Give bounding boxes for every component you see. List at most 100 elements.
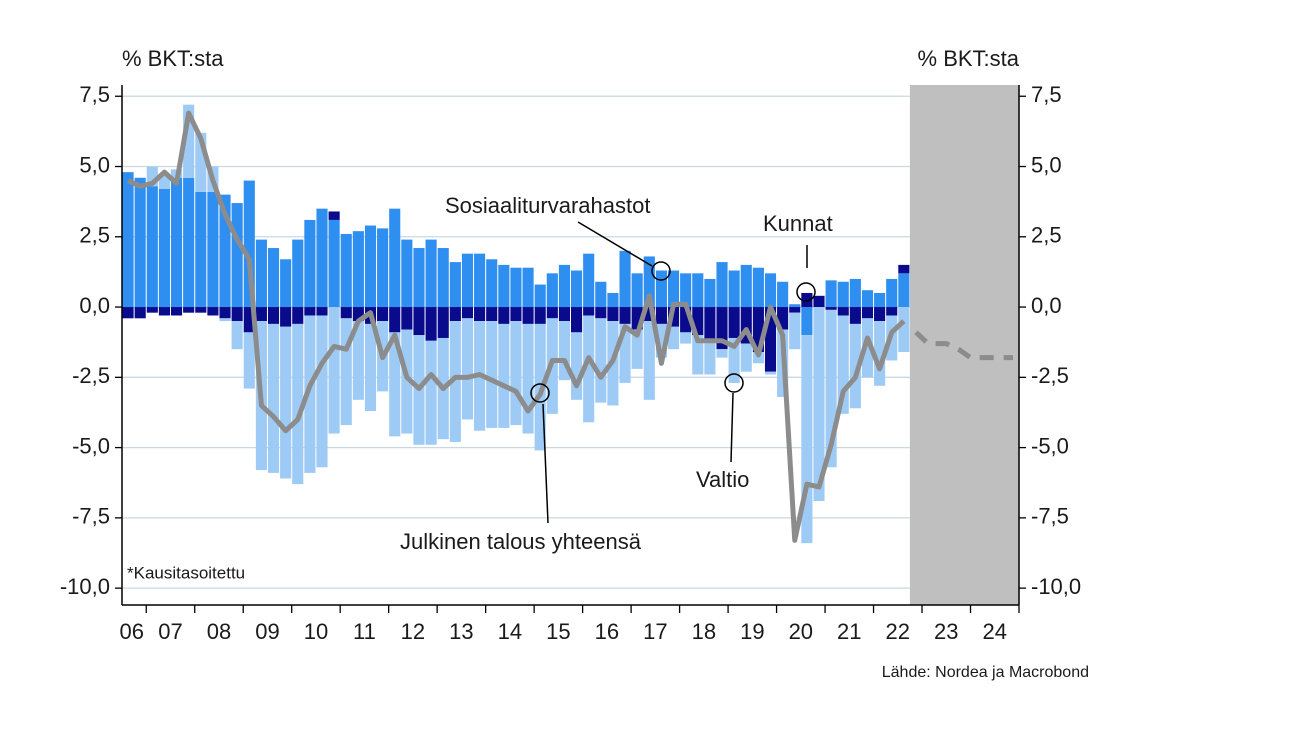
bar	[789, 307, 801, 313]
marker-circle	[651, 261, 671, 281]
bar	[595, 281, 607, 308]
bar	[874, 307, 886, 322]
bar	[643, 307, 655, 322]
bar	[546, 307, 558, 319]
bar	[752, 307, 764, 353]
x-tick-label: 13	[449, 619, 473, 644]
bar	[340, 318, 352, 426]
bar	[704, 307, 716, 341]
bar	[292, 239, 304, 308]
bar	[825, 309, 837, 468]
bar	[789, 312, 801, 350]
bar	[522, 323, 534, 434]
y-tick-label: 5,0	[79, 152, 110, 177]
bar	[340, 307, 352, 319]
bar	[134, 307, 146, 319]
bar	[837, 281, 849, 308]
x-tick-label: 19	[740, 619, 764, 644]
bar	[777, 307, 789, 330]
bar	[837, 315, 849, 414]
y-tick-label: -7,5	[72, 504, 110, 529]
bar	[849, 323, 861, 409]
bar	[413, 248, 425, 308]
bar	[243, 180, 255, 308]
bar	[692, 335, 704, 375]
bar	[764, 371, 777, 375]
bar	[716, 349, 728, 358]
x-tick-label: 14	[498, 619, 522, 644]
bar	[280, 307, 292, 327]
bar	[474, 253, 486, 308]
bar	[558, 321, 570, 381]
bar	[740, 264, 752, 308]
bar	[898, 307, 910, 353]
bar	[716, 307, 728, 350]
bar	[510, 267, 522, 308]
bar	[158, 174, 170, 189]
bar	[255, 307, 267, 322]
bar	[328, 307, 340, 434]
bar	[898, 264, 910, 274]
bar	[219, 194, 231, 308]
bar	[207, 307, 219, 316]
bar	[619, 323, 631, 383]
bar	[340, 233, 352, 308]
x-tick-label: 22	[886, 619, 910, 644]
annotations: Sosiaaliturvarahastot Kunnat Valtio Julk…	[127, 193, 833, 583]
bar	[231, 307, 243, 322]
y2-tick-label: -2,5	[1031, 363, 1069, 388]
bar	[292, 307, 304, 324]
bar	[146, 166, 158, 187]
leader-line	[730, 392, 734, 463]
bar	[486, 307, 498, 322]
bar	[352, 231, 364, 308]
bar	[728, 307, 740, 338]
forecast-line	[914, 330, 1013, 361]
bar	[837, 307, 849, 316]
y2-tick-label: -5,0	[1031, 433, 1069, 458]
bar	[546, 273, 558, 308]
bar	[886, 307, 898, 316]
bar	[764, 307, 777, 372]
bar	[667, 270, 680, 308]
bar	[874, 321, 886, 386]
bar	[619, 307, 631, 324]
bar	[595, 307, 607, 319]
bar	[219, 307, 231, 319]
bar	[595, 318, 607, 403]
y-tick-label: 0,0	[79, 293, 110, 318]
bar	[207, 191, 219, 308]
bar	[716, 262, 728, 308]
annotation: Sosiaaliturvarahastot	[445, 193, 650, 218]
bar	[352, 307, 364, 322]
bar	[692, 273, 704, 308]
bar	[328, 211, 340, 220]
bar	[619, 250, 631, 308]
bar	[267, 248, 280, 308]
bar	[425, 307, 437, 341]
x-tick-label: 21	[837, 619, 861, 644]
bar	[170, 307, 183, 316]
bar	[437, 307, 449, 338]
y-tick-label: 2,5	[79, 223, 110, 248]
bar	[571, 307, 583, 333]
source: Lähde: Nordea ja Macrobond	[882, 664, 1089, 681]
y2-tick-label: -10,0	[1031, 574, 1081, 599]
footnote: *Kausitasoitettu	[127, 563, 245, 582]
bar	[158, 189, 170, 308]
bar	[680, 273, 692, 308]
marker-circle	[796, 282, 816, 302]
bar	[740, 343, 752, 372]
x-tick-label: 08	[207, 619, 231, 644]
y-tick-label: -5,0	[72, 433, 110, 458]
bar	[243, 307, 255, 333]
plot-area	[115, 85, 1026, 613]
x-tick-label: 18	[692, 619, 716, 644]
bar	[243, 332, 255, 389]
bar	[401, 239, 413, 308]
bar	[728, 270, 740, 308]
bar	[486, 321, 498, 428]
bar	[643, 256, 655, 308]
bar	[280, 259, 292, 308]
